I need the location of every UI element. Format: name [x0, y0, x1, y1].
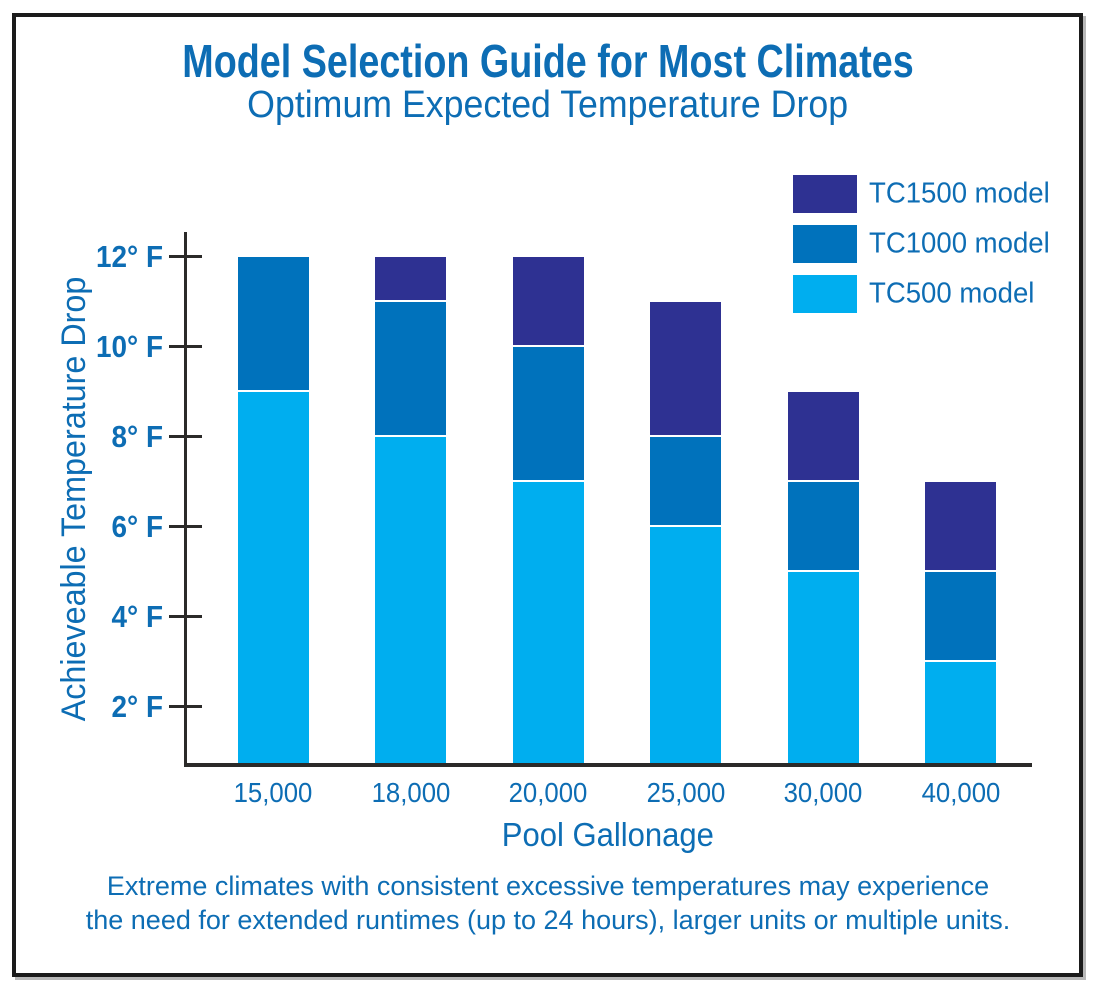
x-tick-label: 25,000 [646, 777, 725, 808]
legend-label: TC500 model [869, 277, 1035, 310]
bar-segment-tc500 [512, 481, 584, 765]
bar-segment-tc1000 [512, 346, 584, 480]
y-axis-line [184, 232, 187, 767]
y-tick-mark [169, 705, 202, 709]
y-tick-mark [169, 615, 202, 619]
x-axis-line [184, 763, 1032, 767]
legend-item: TC500 model [793, 275, 1093, 313]
chart-title: Model Selection Guide for Most Climates [0, 34, 1096, 88]
legend-swatch-tc1500 [793, 175, 857, 213]
y-tick-mark [169, 255, 202, 259]
footnote: Extreme climates with consistent excessi… [0, 869, 1096, 937]
legend-swatch-tc1000 [793, 225, 857, 263]
y-tick-label: 6° F [111, 508, 163, 544]
y-tick-label: 8° F [111, 418, 163, 454]
bar-segment-tc1000 [237, 256, 309, 390]
bar-segment-tc1000 [787, 481, 859, 570]
bar-segment-tc500 [375, 436, 446, 765]
y-tick-mark [169, 525, 202, 529]
x-tick-label: 18,000 [371, 777, 450, 808]
x-tick-label: 30,000 [783, 777, 863, 808]
bar-segment-tc500 [925, 661, 996, 765]
legend-swatch-tc500 [793, 275, 857, 313]
x-axis-title: Pool Gallonage [458, 816, 758, 854]
bar-segment-tc500 [650, 526, 721, 765]
legend-label: TC1500 model [869, 177, 1050, 210]
bar-segment-tc1500 [375, 256, 446, 300]
bar-segment-tc500 [787, 571, 859, 765]
chart-subtitle-text: Optimum Expected Temperature Drop [247, 84, 849, 126]
legend-item: TC1500 model [793, 175, 1093, 213]
y-tick-mark [169, 435, 202, 439]
bar-segment-tc1000 [375, 301, 446, 435]
bar-segment-tc1000 [650, 436, 721, 525]
y-tick-label: 2° F [111, 688, 163, 724]
bar-segment-tc1000 [925, 571, 996, 660]
bar-segment-tc1500 [650, 301, 721, 435]
x-tick-label: 40,000 [921, 777, 1000, 808]
footnote-line-2: the need for extended runtimes (up to 24… [85, 905, 1011, 935]
x-axis-title-text: Pool Gallonage [501, 816, 715, 853]
bar-segment-tc500 [237, 391, 309, 765]
bar-segment-tc1500 [925, 481, 996, 570]
bar-segment-tc1500 [512, 256, 584, 345]
x-tick-label: 20,000 [508, 777, 588, 808]
y-tick-label: 12° F [96, 238, 163, 274]
x-tick-label: 15,000 [233, 777, 313, 808]
y-tick-mark [169, 345, 202, 349]
chart-title-text: Model Selection Guide for Most Climates [182, 35, 914, 87]
bar-segment-tc1500 [787, 391, 859, 480]
y-tick-label: 4° F [111, 598, 163, 634]
y-tick-label: 10° F [96, 328, 163, 364]
chart-subtitle: Optimum Expected Temperature Drop [0, 84, 1096, 127]
legend-item: TC1000 model [793, 225, 1093, 263]
legend-label: TC1000 model [869, 227, 1050, 260]
footnote-line-1: Extreme climates with consistent excessi… [106, 871, 990, 901]
